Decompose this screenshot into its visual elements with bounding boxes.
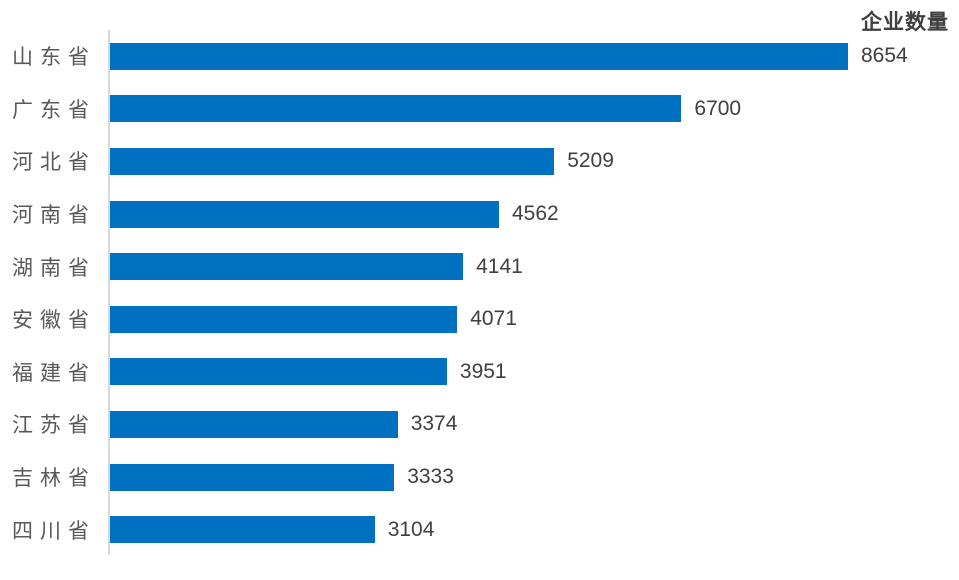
bar: [110, 516, 375, 544]
bar: [110, 147, 555, 175]
bar: [110, 305, 458, 333]
bar-row: 福建省 3951: [0, 346, 959, 399]
value-label: 3333: [407, 465, 454, 489]
value-label: 4141: [476, 254, 523, 278]
bar-row: 山东省 8654: [0, 30, 959, 83]
category-label: 四川省: [12, 518, 96, 543]
value-label: 3374: [410, 412, 458, 436]
category-label: 山东省: [12, 45, 96, 70]
bar-rows: 山东省 8654 广东省 6700 河北省 5209 河南省 4562 湖南省 …: [0, 30, 959, 556]
bar: [110, 463, 395, 491]
bar-row: 湖南省 4141: [0, 240, 959, 293]
category-label: 湖南省: [12, 255, 96, 280]
bar: [110, 200, 499, 228]
value-label: 5209: [567, 149, 614, 173]
bar-row: 吉林省 3333: [0, 451, 959, 504]
value-label: 4562: [512, 202, 559, 226]
y-axis-line: [108, 30, 110, 555]
bar: [110, 253, 464, 281]
bar: [110, 95, 682, 123]
bar: [110, 410, 398, 438]
category-label: 吉林省: [12, 466, 96, 491]
bar-row: 河南省 4562: [0, 188, 959, 241]
chart-title: 企业数量: [861, 11, 949, 34]
value-label: 3104: [387, 517, 435, 541]
bar: [110, 42, 848, 70]
category-label: 福建省: [12, 360, 96, 385]
category-label: 安徽省: [12, 308, 96, 333]
bar-row: 广东省 6700: [0, 83, 959, 136]
bar-row: 河北省 5209: [0, 135, 959, 188]
value-label: 8654: [861, 44, 908, 68]
value-label: 4071: [470, 307, 517, 331]
category-label: 河北省: [12, 150, 96, 175]
value-label: 6700: [694, 96, 742, 120]
category-label: 河南省: [12, 203, 96, 228]
bar: [110, 358, 447, 386]
bar-row: 四川省 3104: [0, 503, 959, 556]
bar-row: 江苏省 3374: [0, 398, 959, 451]
category-label: 广东省: [12, 97, 96, 122]
value-label: 3951: [459, 359, 507, 383]
category-label: 江苏省: [12, 413, 96, 438]
bar-row: 安徽省 4071: [0, 293, 959, 346]
